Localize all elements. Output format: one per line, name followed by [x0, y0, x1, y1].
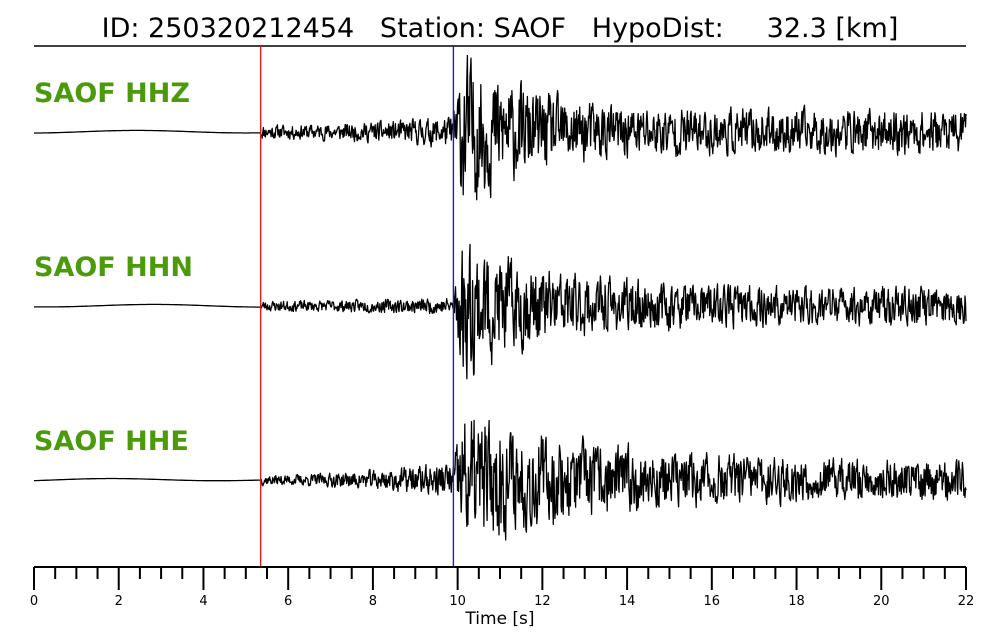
x-tick-label: 8: [369, 594, 377, 609]
trace-label: SAOF HHN: [34, 252, 193, 283]
waveform-line: [33, 54, 967, 201]
x-tick-label: 18: [788, 594, 805, 609]
trace-group: SAOF HHN: [33, 243, 967, 380]
x-tick-label: 10: [449, 594, 466, 609]
traces-layer: SAOF HHZ SAOF HHN SAOF HHE: [33, 54, 967, 541]
waveform-line: [33, 419, 967, 541]
waveform-line: [33, 243, 967, 380]
picks-layer: [259, 46, 455, 567]
chart-title: ID: 250320212454 Station: SAOF HypoDist:…: [102, 13, 899, 44]
x-tick-label: 6: [284, 594, 292, 609]
trace-group: SAOF HHZ: [33, 54, 967, 201]
x-tick-label: 22: [958, 594, 975, 609]
trace-label: SAOF HHE: [34, 426, 189, 457]
x-tick-label: 0: [30, 594, 38, 609]
x-tick-label: 16: [704, 594, 721, 609]
x-axis-label: Time [s]: [464, 609, 534, 629]
time-axis: 0 2 4 6 8 10 12 14 16 18 20 22: [30, 566, 975, 609]
x-tick-label: 20: [873, 594, 890, 609]
trace-group: SAOF HHE: [33, 419, 967, 541]
x-tick-label: 4: [199, 594, 207, 609]
x-tick-label: 2: [115, 594, 123, 609]
x-tick-label: 14: [619, 594, 636, 609]
x-tick-label: 12: [534, 594, 551, 609]
trace-label: SAOF HHZ: [34, 78, 190, 109]
